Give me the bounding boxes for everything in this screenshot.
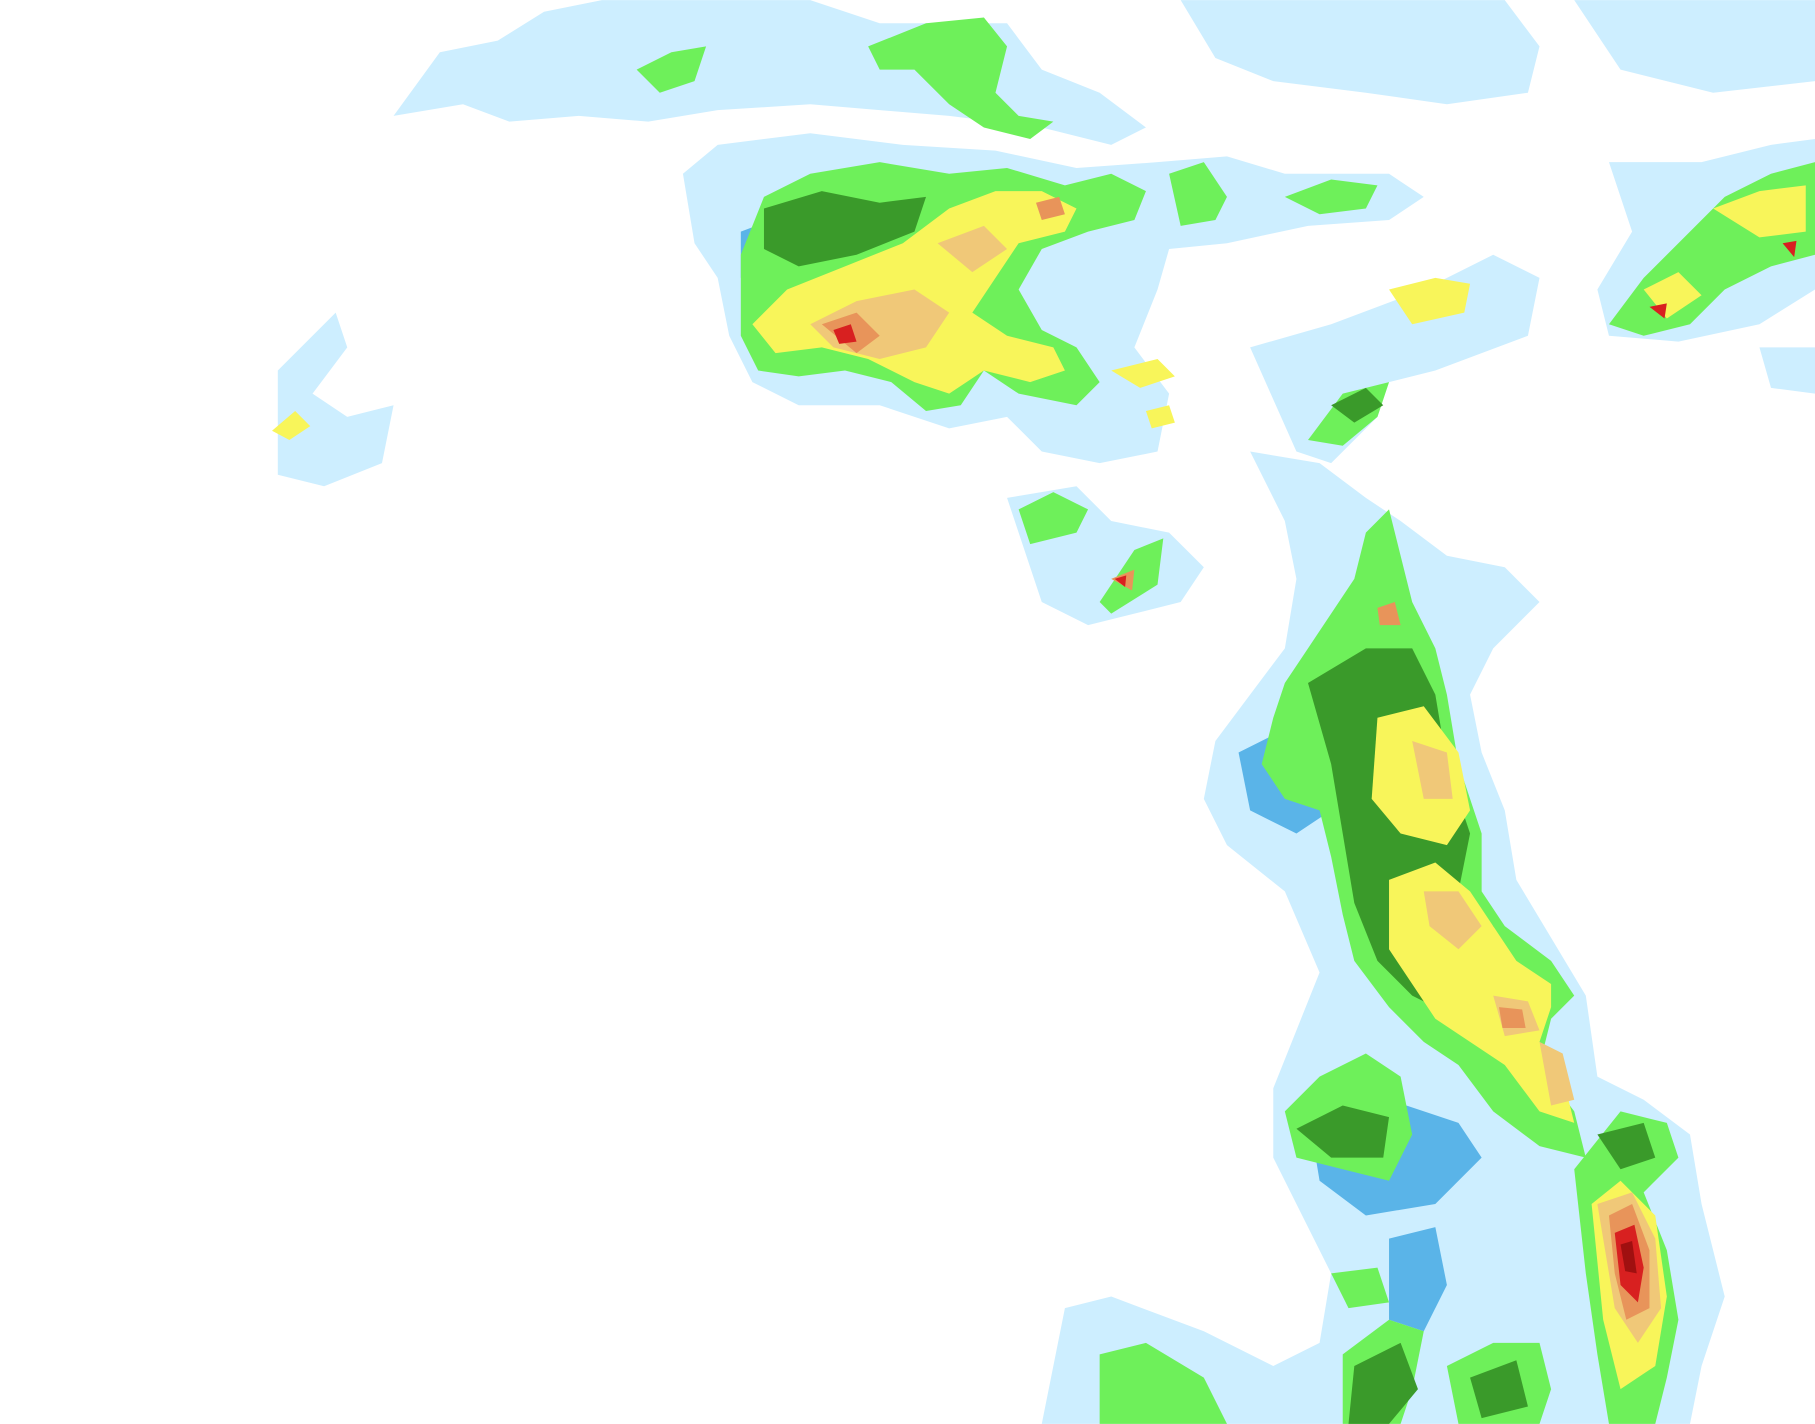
precip-dark-red [1620,1240,1637,1274]
